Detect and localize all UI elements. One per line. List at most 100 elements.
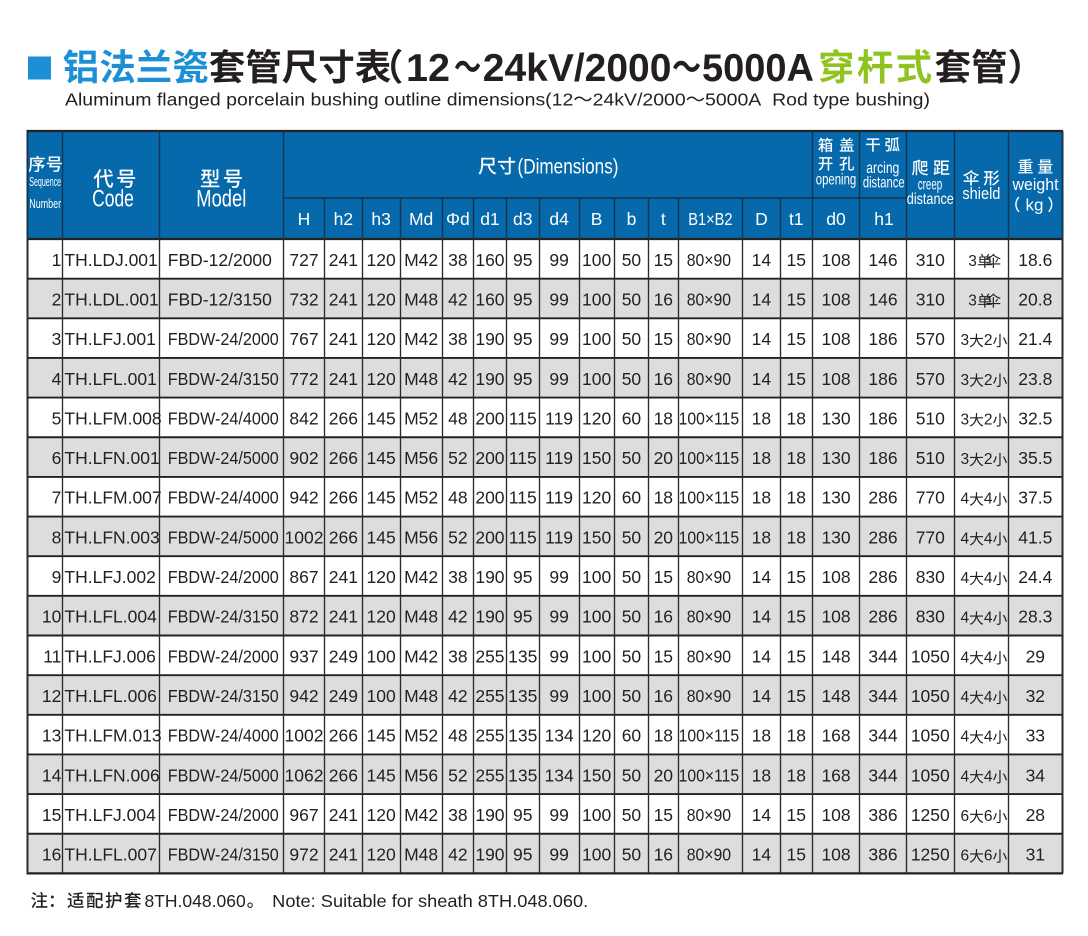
svg-text:108: 108 <box>821 289 850 309</box>
svg-text:4: 4 <box>984 610 993 627</box>
svg-text:130: 130 <box>821 408 850 428</box>
svg-text:99: 99 <box>549 567 568 587</box>
svg-text:34: 34 <box>1026 765 1046 785</box>
svg-text:150: 150 <box>582 765 611 785</box>
svg-text:TH.LFM.008: TH.LFM.008 <box>64 408 161 428</box>
svg-text:TH.LFN.003: TH.LFN.003 <box>64 527 159 547</box>
svg-text:50: 50 <box>622 686 642 706</box>
svg-text:18: 18 <box>787 408 806 428</box>
svg-text:TH.LFL.007: TH.LFL.007 <box>64 845 156 865</box>
svg-text:386: 386 <box>868 845 897 865</box>
svg-text:150: 150 <box>582 448 611 468</box>
svg-text:570: 570 <box>916 369 945 389</box>
svg-text:23.8: 23.8 <box>1018 369 1052 389</box>
svg-text:3: 3 <box>961 411 970 428</box>
svg-text:767: 767 <box>289 329 318 349</box>
svg-text:99: 99 <box>549 289 568 309</box>
svg-text:38: 38 <box>448 805 467 825</box>
svg-text:4: 4 <box>52 369 62 389</box>
svg-text:145: 145 <box>367 408 396 428</box>
svg-text:18: 18 <box>787 448 806 468</box>
svg-text:80×90: 80×90 <box>687 567 732 587</box>
svg-text:(Dimensions): (Dimensions) <box>518 154 619 178</box>
svg-text:15: 15 <box>654 646 673 666</box>
svg-text:4: 4 <box>984 689 993 706</box>
svg-text:108: 108 <box>821 567 850 587</box>
svg-text:241: 241 <box>329 607 358 627</box>
svg-text:15: 15 <box>654 567 673 587</box>
svg-text:32.5: 32.5 <box>1018 408 1052 428</box>
svg-text:14: 14 <box>752 329 772 349</box>
svg-text:M48: M48 <box>404 845 438 865</box>
svg-text:108: 108 <box>821 845 850 865</box>
svg-text:255: 255 <box>475 765 504 785</box>
svg-text:145: 145 <box>367 448 396 468</box>
svg-text:255: 255 <box>475 646 504 666</box>
svg-text:145: 145 <box>367 765 396 785</box>
svg-text:130: 130 <box>821 488 850 508</box>
svg-text:50: 50 <box>622 567 642 587</box>
svg-text:80×90: 80×90 <box>687 369 732 389</box>
svg-text:241: 241 <box>329 289 358 309</box>
svg-text:FBDW-24/3150: FBDW-24/3150 <box>168 686 279 706</box>
svg-text:1050: 1050 <box>911 765 950 785</box>
svg-text:FBD-12/2000: FBD-12/2000 <box>168 250 272 270</box>
svg-text:4: 4 <box>984 768 993 785</box>
svg-text:TH.LFL.006: TH.LFL.006 <box>64 686 156 706</box>
svg-text:50: 50 <box>622 250 642 270</box>
svg-text:M52: M52 <box>404 408 438 428</box>
svg-text:28: 28 <box>1026 805 1045 825</box>
svg-text:FBDW-24/3150: FBDW-24/3150 <box>168 607 279 627</box>
svg-text:770: 770 <box>916 527 945 547</box>
svg-text:130: 130 <box>821 527 850 547</box>
svg-text:TH.LFN.006: TH.LFN.006 <box>64 765 159 785</box>
svg-text:842: 842 <box>289 408 318 428</box>
svg-text:286: 286 <box>868 607 897 627</box>
svg-text:3: 3 <box>52 329 62 349</box>
svg-text:95: 95 <box>513 845 532 865</box>
svg-text:52: 52 <box>448 448 467 468</box>
svg-text:1050: 1050 <box>911 686 950 706</box>
svg-text:42: 42 <box>448 607 467 627</box>
svg-text:255: 255 <box>475 726 504 746</box>
svg-text:M48: M48 <box>404 686 438 706</box>
svg-text:15: 15 <box>787 329 806 349</box>
svg-text:FBDW-24/3150: FBDW-24/3150 <box>168 845 279 865</box>
svg-text:1: 1 <box>52 250 62 270</box>
svg-text:TH.LFM.007: TH.LFM.007 <box>64 488 161 508</box>
svg-text:50: 50 <box>622 607 642 627</box>
svg-text:20.8: 20.8 <box>1018 289 1052 309</box>
svg-text:266: 266 <box>329 408 358 428</box>
svg-text:830: 830 <box>916 567 945 587</box>
svg-text:d0: d0 <box>826 209 846 229</box>
svg-text:4: 4 <box>961 491 970 508</box>
svg-text:190: 190 <box>475 845 504 865</box>
svg-text:200: 200 <box>475 488 504 508</box>
svg-text:80×90: 80×90 <box>687 607 732 627</box>
svg-text:266: 266 <box>329 765 358 785</box>
svg-text:4: 4 <box>984 491 993 508</box>
svg-text:48: 48 <box>448 488 467 508</box>
svg-text:120: 120 <box>367 369 396 389</box>
svg-text:2: 2 <box>52 289 62 309</box>
svg-text:190: 190 <box>475 567 504 587</box>
svg-text:M48: M48 <box>404 289 438 309</box>
svg-text:50: 50 <box>622 646 642 666</box>
svg-text:510: 510 <box>916 408 945 428</box>
svg-text:M42: M42 <box>404 646 438 666</box>
svg-text:14: 14 <box>752 607 772 627</box>
svg-text:80×90: 80×90 <box>687 250 732 270</box>
svg-text:100×115: 100×115 <box>679 726 740 746</box>
svg-text:160: 160 <box>475 289 504 309</box>
svg-text:38: 38 <box>448 329 467 349</box>
svg-text:18: 18 <box>654 726 673 746</box>
svg-text:99: 99 <box>549 845 568 865</box>
svg-text:16: 16 <box>654 845 673 865</box>
svg-text:15: 15 <box>787 250 806 270</box>
svg-text:99: 99 <box>549 686 568 706</box>
svg-text:120: 120 <box>367 805 396 825</box>
svg-text:4: 4 <box>961 768 970 785</box>
svg-text:255: 255 <box>475 686 504 706</box>
svg-text:M42: M42 <box>404 567 438 587</box>
svg-text:942: 942 <box>289 488 318 508</box>
